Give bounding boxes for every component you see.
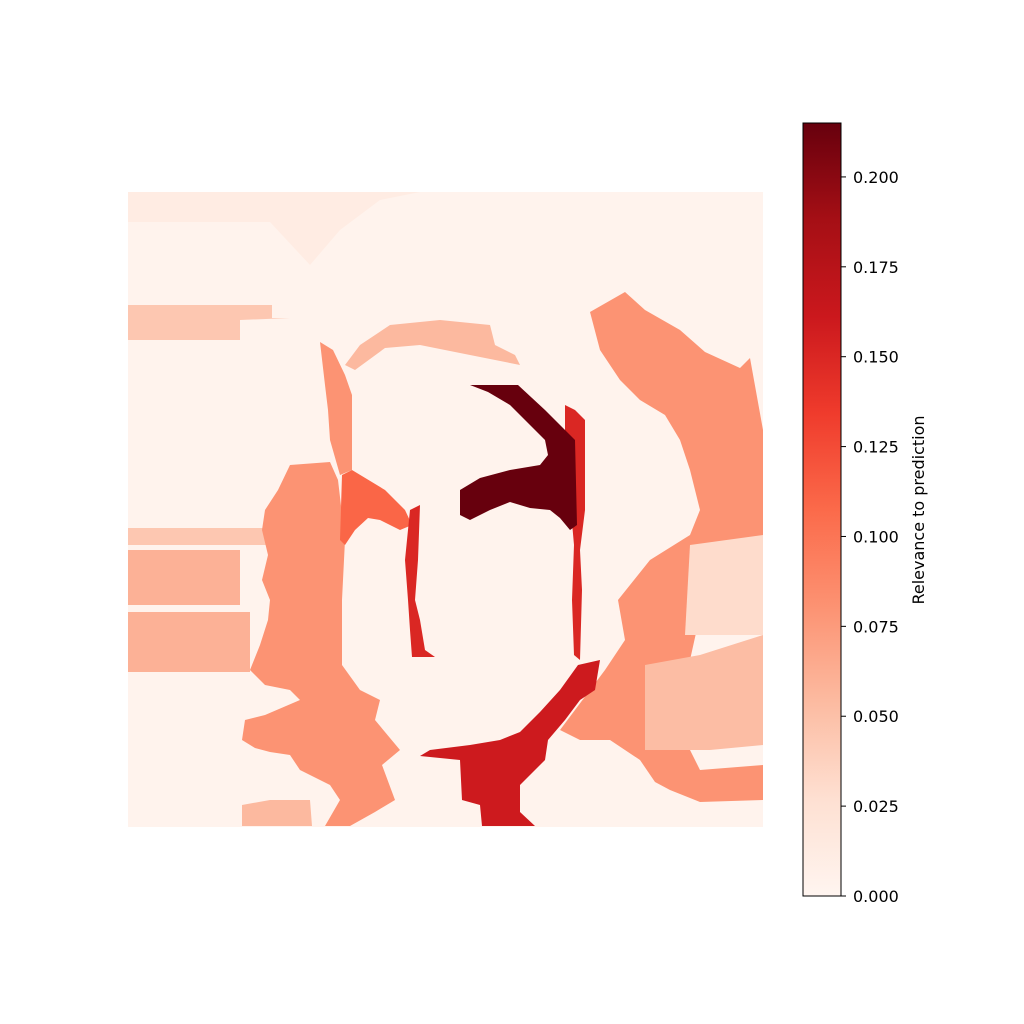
region-upper-left-band: [128, 192, 420, 265]
region-left-stripe-middle-b: [128, 550, 240, 605]
region-face-left-contour: [340, 470, 412, 545]
colorbar-gradient: [802, 122, 842, 897]
colorbar-tick-label: 0.100: [853, 527, 899, 546]
region-left-hair-top: [320, 342, 352, 475]
region-neck-collar: [420, 660, 600, 826]
colorbar-tick-label: 0.025: [853, 797, 899, 816]
colorbar-tick-label: 0.000: [853, 887, 899, 906]
region-left-stripe-lower: [128, 612, 250, 672]
heatmap-image: [128, 192, 763, 827]
colorbar: 0.000 0.025 0.050 0.075 0.100 0.125 0.150 0.175…: [802, 122, 928, 906]
region-right-middle-block: [685, 535, 763, 635]
colorbar-tick-label: 0.200: [853, 168, 899, 187]
colorbar-ticks: 0.000 0.025 0.050 0.075 0.100 0.125 0.150 0.175…: [841, 168, 899, 906]
region-right-lower-block: [645, 635, 763, 750]
region-left-bottom-patch: [242, 800, 312, 826]
region-top-arc: [345, 320, 520, 370]
region-left-stripe-upper: [128, 305, 290, 340]
region-right-hair: [560, 292, 763, 802]
region-left-stripe-middle-a: [128, 528, 282, 545]
region-eye: [460, 385, 577, 530]
colorbar-tick-label: 0.125: [853, 438, 899, 457]
colorbar-tick-label: 0.150: [853, 348, 899, 367]
colorbar-tick-label: 0.175: [853, 258, 899, 277]
colorbar-tick-label: 0.050: [853, 707, 899, 726]
region-left-hair: [242, 462, 400, 826]
colorbar-tick-label: 0.075: [853, 617, 899, 636]
region-face-left-edge: [405, 505, 435, 657]
colorbar-label: Relevance to prediction: [909, 415, 928, 604]
